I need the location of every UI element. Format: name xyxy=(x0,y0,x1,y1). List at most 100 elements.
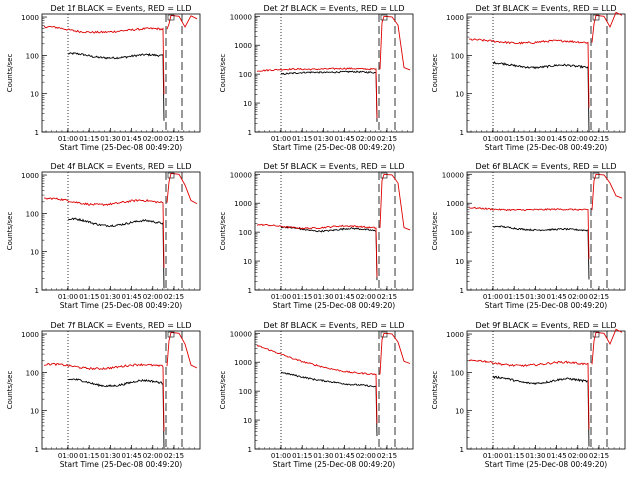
y-tick-label: 10 xyxy=(30,408,39,416)
y-tick-label: 1 xyxy=(460,446,464,454)
x-axis-label: Start Time (25-Dec-08 00:49:20) xyxy=(273,301,395,310)
chart-panel-9: Det 9f BLACK = Events, RED = LLD 1 10 100 10… xyxy=(431,321,626,469)
plot-frame xyxy=(254,171,414,291)
x-axis-label: Start Time (25-Dec-08 00:49:20) xyxy=(273,143,395,152)
x-tick-label: 01:45 xyxy=(547,135,567,143)
chart-panel-5: Det 5f BLACK = Events, RED = LLD 1 10 100 10… xyxy=(219,162,414,310)
x-tick-label: 01:30 xyxy=(100,293,120,301)
series-line-events xyxy=(280,226,378,281)
x-tick-label: 01:15 xyxy=(504,452,524,460)
y-tick-label: 1 xyxy=(248,446,252,454)
chart-title: Det 2f BLACK = Events, RED = LLD xyxy=(263,4,404,13)
x-tick-label: 01:00 xyxy=(483,293,503,301)
x-tick-label: 01:45 xyxy=(335,135,355,143)
x-tick-label: 01:00 xyxy=(271,135,291,143)
y-tick-label: 1000 xyxy=(21,172,39,180)
x-axis-label: Start Time (25-Dec-08 00:49:20) xyxy=(60,143,182,152)
x-tick-label: 01:15 xyxy=(79,452,99,460)
y-tick-label: 10000 xyxy=(442,171,464,179)
burst-box-marker xyxy=(592,331,600,338)
burst-box-marker xyxy=(167,331,175,338)
y-tick-label: 1 xyxy=(35,446,39,454)
y-axis-label: Counts/sec xyxy=(219,212,227,251)
x-tick-label: 02:00 xyxy=(568,452,588,460)
x-tick-label: 02:15 xyxy=(377,293,397,301)
y-axis-label: Counts/sec xyxy=(431,371,439,410)
x-tick-label: 01:45 xyxy=(122,452,142,460)
x-tick-label: 01:30 xyxy=(525,452,545,460)
y-tick-label: 10000 xyxy=(230,13,252,21)
y-tick-label: 10 xyxy=(243,100,252,108)
y-tick-label: 100 xyxy=(451,229,464,237)
series-line-lld-burst xyxy=(379,332,411,375)
x-tick-label: 01:45 xyxy=(547,452,567,460)
x-tick-label: 01:45 xyxy=(122,135,142,143)
x-tick-label: 02:00 xyxy=(356,135,376,143)
y-axis-label: Counts/sec xyxy=(6,371,14,410)
series-line-lld-burst xyxy=(591,11,623,43)
plot-frame xyxy=(254,330,414,450)
x-tick-label: 02:15 xyxy=(164,452,184,460)
y-tick-label: 1000 xyxy=(21,14,39,22)
y-tick-label: 100 xyxy=(239,388,252,396)
x-tick-label: 01:00 xyxy=(58,135,78,143)
x-tick-label: 01:45 xyxy=(547,293,567,301)
y-tick-label: 1000 xyxy=(234,200,252,208)
y-tick-label: 10 xyxy=(30,91,39,99)
x-tick-label: 01:45 xyxy=(335,293,355,301)
series-line-lld-burst xyxy=(166,14,198,30)
series-line-events xyxy=(67,378,165,449)
y-tick-label: 1000 xyxy=(234,42,252,50)
plot-frame xyxy=(41,330,201,450)
x-tick-label: 01:30 xyxy=(100,452,120,460)
x-tick-label: 02:15 xyxy=(377,135,397,143)
chart-panel-8: Det 8f BLACK = Events, RED = LLD 1 10 100 10… xyxy=(219,321,414,469)
series-line-lld xyxy=(256,223,378,278)
x-tick-label: 01:45 xyxy=(335,452,355,460)
x-tick-label: 01:00 xyxy=(483,135,503,143)
y-tick-label: 10 xyxy=(455,91,464,99)
series-line-events xyxy=(67,217,165,289)
chart-title: Det 3f BLACK = Events, RED = LLD xyxy=(475,4,616,13)
y-axis-label: Counts/sec xyxy=(219,54,227,93)
chart-panel-3: Det 3f BLACK = Events, RED = LLD 1 10 100 10… xyxy=(431,4,626,152)
y-tick-label: 1000 xyxy=(446,200,464,208)
y-tick-label: 1 xyxy=(248,287,252,295)
x-tick-label: 01:00 xyxy=(271,452,291,460)
chart-panel-7: Det 7f BLACK = Events, RED = LLD 1 10 100 10… xyxy=(6,321,201,469)
y-tick-label: 10 xyxy=(455,258,464,266)
x-tick-label: 01:30 xyxy=(313,293,333,301)
x-tick-label: 01:00 xyxy=(58,293,78,301)
x-tick-label: 02:00 xyxy=(356,452,376,460)
series-line-events xyxy=(67,52,165,121)
series-line-lld xyxy=(256,67,378,119)
burst-box-marker xyxy=(167,172,175,179)
x-tick-label: 01:15 xyxy=(504,293,524,301)
x-tick-label: 01:15 xyxy=(292,135,312,143)
y-tick-label: 100 xyxy=(451,369,464,377)
plot-frame xyxy=(254,13,414,133)
y-axis-label: Counts/sec xyxy=(431,212,439,251)
x-axis-label: Start Time (25-Dec-08 00:49:20) xyxy=(485,143,607,152)
series-line-lld-burst xyxy=(166,331,198,369)
x-tick-label: 02:15 xyxy=(377,452,397,460)
series-line-lld xyxy=(256,344,378,424)
plot-frame xyxy=(466,13,626,133)
chart-title: Det 8f BLACK = Events, RED = LLD xyxy=(263,321,404,330)
x-tick-label: 01:15 xyxy=(79,293,99,301)
y-tick-label: 1 xyxy=(35,287,39,295)
y-tick-label: 100 xyxy=(26,369,39,377)
y-axis-label: Counts/sec xyxy=(6,212,14,251)
x-tick-label: 01:30 xyxy=(100,135,120,143)
x-tick-label: 01:30 xyxy=(525,293,545,301)
x-tick-label: 02:00 xyxy=(356,293,376,301)
x-axis-label: Start Time (25-Dec-08 00:49:20) xyxy=(485,460,607,469)
series-line-events xyxy=(280,70,378,122)
chart-title: Det 9f BLACK = Events, RED = LLD xyxy=(475,321,616,330)
series-line-lld xyxy=(468,38,590,108)
x-tick-label: 02:00 xyxy=(568,293,588,301)
y-tick-label: 10000 xyxy=(230,171,252,179)
series-line-events xyxy=(492,225,590,280)
chart-panel-1: Det 1f BLACK = Events, RED = LLD 1 10 100 10… xyxy=(6,4,201,152)
